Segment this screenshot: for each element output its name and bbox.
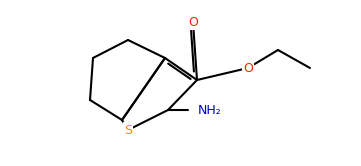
Text: O: O (188, 15, 198, 29)
Text: S: S (124, 124, 132, 136)
Text: NH₂: NH₂ (198, 103, 222, 117)
Text: O: O (243, 61, 253, 75)
